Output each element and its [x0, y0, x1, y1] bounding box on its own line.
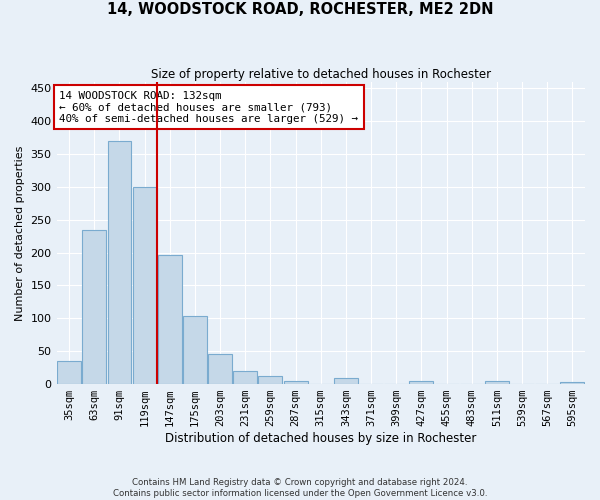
Y-axis label: Number of detached properties: Number of detached properties: [15, 145, 25, 320]
Bar: [560, 382, 584, 384]
Bar: [57, 361, 81, 384]
Bar: [82, 230, 106, 384]
Bar: [485, 382, 509, 384]
Bar: [259, 376, 283, 384]
Bar: [334, 378, 358, 384]
X-axis label: Distribution of detached houses by size in Rochester: Distribution of detached houses by size …: [165, 432, 476, 445]
Title: Size of property relative to detached houses in Rochester: Size of property relative to detached ho…: [151, 68, 491, 80]
Bar: [133, 187, 157, 384]
Bar: [409, 382, 433, 384]
Text: 14 WOODSTOCK ROAD: 132sqm
← 60% of detached houses are smaller (793)
40% of semi: 14 WOODSTOCK ROAD: 132sqm ← 60% of detac…: [59, 90, 358, 124]
Bar: [284, 381, 308, 384]
Bar: [233, 371, 257, 384]
Bar: [208, 354, 232, 384]
Bar: [158, 254, 182, 384]
Bar: [183, 316, 207, 384]
Text: 14, WOODSTOCK ROAD, ROCHESTER, ME2 2DN: 14, WOODSTOCK ROAD, ROCHESTER, ME2 2DN: [107, 2, 493, 18]
Text: Contains HM Land Registry data © Crown copyright and database right 2024.
Contai: Contains HM Land Registry data © Crown c…: [113, 478, 487, 498]
Bar: [107, 141, 131, 384]
